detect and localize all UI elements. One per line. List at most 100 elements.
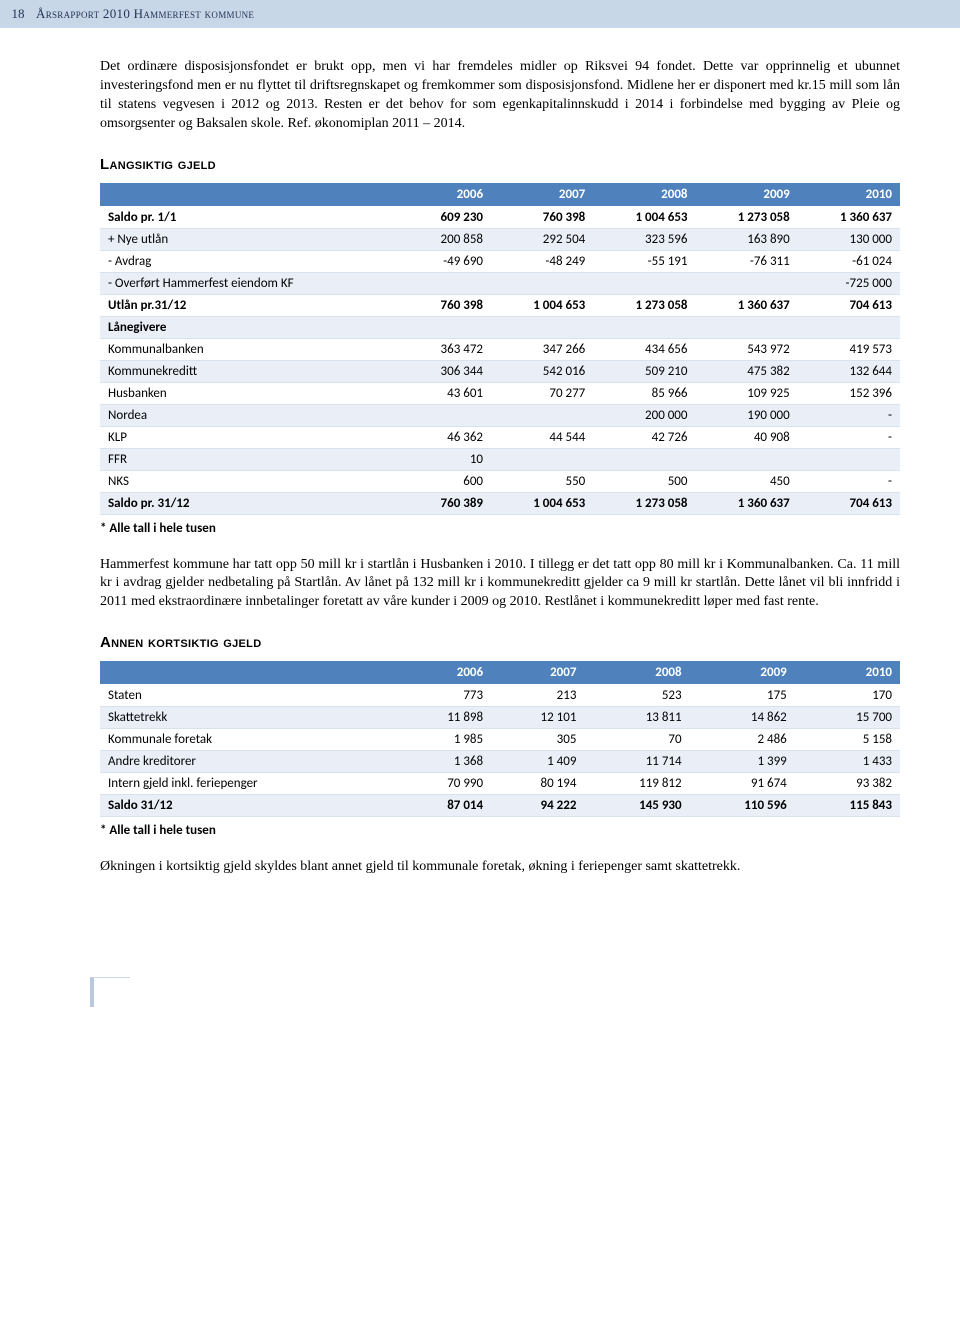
cell-value: -	[798, 426, 900, 448]
cell-value: 419 573	[798, 338, 900, 360]
table-col-header: 2008	[584, 661, 689, 685]
cell-value: -55 191	[593, 250, 695, 272]
cell-value: 542 016	[491, 360, 593, 382]
table2-footnote: * Alle tall i hele tusen	[100, 823, 900, 838]
cell-value: 323 596	[593, 228, 695, 250]
row-label: Utlån pr.31/12	[100, 294, 403, 316]
cell-value: 11 714	[584, 751, 689, 773]
row-label: FFR	[100, 448, 403, 470]
row-label: - Overført Hammerfest eiendom KF	[100, 272, 403, 294]
cell-value	[491, 316, 593, 338]
cell-value: 213	[491, 685, 584, 707]
row-label: KLP	[100, 426, 403, 448]
table-row: Lånegivere	[100, 316, 900, 338]
cell-value: 110 596	[690, 795, 795, 817]
table-col-header: 2008	[593, 183, 695, 207]
row-label: Kommunale foretak	[100, 729, 398, 751]
row-label: + Nye utlån	[100, 228, 403, 250]
cell-value: 1 433	[795, 751, 900, 773]
cell-value: 132 644	[798, 360, 900, 382]
cell-value: 1 004 653	[491, 294, 593, 316]
cell-value: 347 266	[491, 338, 593, 360]
cell-value: 43 601	[403, 382, 491, 404]
cell-value: -61 024	[798, 250, 900, 272]
cell-value: 1 273 058	[593, 294, 695, 316]
cell-value: 2 486	[690, 729, 795, 751]
cell-value: 200 858	[403, 228, 491, 250]
cell-value: 704 613	[798, 294, 900, 316]
header-title: Årsrapport 2010 Hammerfest kommune	[36, 6, 254, 22]
cell-value: -76 311	[696, 250, 798, 272]
table-row: FFR10	[100, 448, 900, 470]
table-row: Kommunale foretak1 985305702 4865 158	[100, 729, 900, 751]
table-row: Intern gjeld inkl. feriepenger70 99080 1…	[100, 773, 900, 795]
cell-value: 1 985	[398, 729, 491, 751]
cell-value: 1 273 058	[696, 206, 798, 228]
cell-value	[593, 448, 695, 470]
cell-value: 70 990	[398, 773, 491, 795]
table-col-header: 2010	[798, 183, 900, 207]
cell-value: 200 000	[593, 404, 695, 426]
cell-value: 152 396	[798, 382, 900, 404]
row-label: Kommunalbanken	[100, 338, 403, 360]
cell-value: 44 544	[491, 426, 593, 448]
row-label: Nordea	[100, 404, 403, 426]
cell-value: 609 230	[403, 206, 491, 228]
cell-value: 70	[584, 729, 689, 751]
cell-value: 40 908	[696, 426, 798, 448]
end-paragraph: Økningen i kortsiktig gjeld skyldes blan…	[100, 858, 900, 877]
cell-value: 13 811	[584, 707, 689, 729]
table-col-header: 2007	[491, 661, 584, 685]
cell-value: -48 249	[491, 250, 593, 272]
cell-value: 760 398	[491, 206, 593, 228]
intro-paragraph: Det ordinære disposisjonsfondet er brukt…	[100, 58, 900, 134]
cell-value: 94 222	[491, 795, 584, 817]
cell-value: 1 399	[690, 751, 795, 773]
cell-value: 42 726	[593, 426, 695, 448]
table-row: KLP46 36244 54442 72640 908-	[100, 426, 900, 448]
cell-value: 145 930	[584, 795, 689, 817]
cell-value: 85 966	[593, 382, 695, 404]
cell-value: 130 000	[798, 228, 900, 250]
cell-value: 523	[584, 685, 689, 707]
cell-value	[696, 316, 798, 338]
cell-value: 175	[690, 685, 795, 707]
cell-value	[798, 448, 900, 470]
cell-value	[593, 272, 695, 294]
annen-kortsiktig-gjeld-table: 20062007200820092010Staten77321352317517…	[100, 661, 900, 817]
row-label: Skattetrekk	[100, 707, 398, 729]
cell-value: 109 925	[696, 382, 798, 404]
cell-value: 1 368	[398, 751, 491, 773]
cell-value: 1 360 637	[696, 294, 798, 316]
cell-value: 115 843	[795, 795, 900, 817]
cell-value: 600	[403, 470, 491, 492]
row-label: Saldo pr. 31/12	[100, 492, 403, 514]
cell-value	[403, 316, 491, 338]
row-label: Kommunekreditt	[100, 360, 403, 382]
cell-value: -725 000	[798, 272, 900, 294]
cell-value: 500	[593, 470, 695, 492]
cell-value: 509 210	[593, 360, 695, 382]
cell-value: 1 273 058	[593, 492, 695, 514]
page-header: 18 Årsrapport 2010 Hammerfest kommune	[0, 0, 960, 28]
table-row: Andre kreditorer1 3681 40911 7141 3991 4…	[100, 751, 900, 773]
cell-value: 434 656	[593, 338, 695, 360]
cell-value: 475 382	[696, 360, 798, 382]
cell-value	[491, 404, 593, 426]
cell-value: 93 382	[795, 773, 900, 795]
cell-value: 119 812	[584, 773, 689, 795]
cell-value: 773	[398, 685, 491, 707]
row-label: - Avdrag	[100, 250, 403, 272]
cell-value: 760 398	[403, 294, 491, 316]
cell-value: 163 890	[696, 228, 798, 250]
cell-value: 450	[696, 470, 798, 492]
row-label: Lånegivere	[100, 316, 403, 338]
row-label: NKS	[100, 470, 403, 492]
cell-value: 14 862	[690, 707, 795, 729]
cell-value: 91 674	[690, 773, 795, 795]
table-col-header	[100, 661, 398, 685]
table-row: - Overført Hammerfest eiendom KF -725 000	[100, 272, 900, 294]
cell-value	[491, 272, 593, 294]
table-col-header	[100, 183, 403, 207]
cell-value: 11 898	[398, 707, 491, 729]
